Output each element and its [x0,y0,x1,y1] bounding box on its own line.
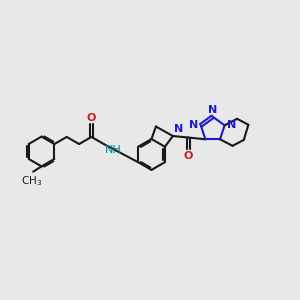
Text: N: N [174,124,184,134]
Text: O: O [184,151,193,161]
Text: NH: NH [105,145,122,155]
Text: O: O [87,113,96,123]
Text: N: N [227,120,236,130]
Text: CH$_3$: CH$_3$ [21,174,43,188]
Text: N: N [208,105,217,115]
Text: N: N [189,120,199,130]
